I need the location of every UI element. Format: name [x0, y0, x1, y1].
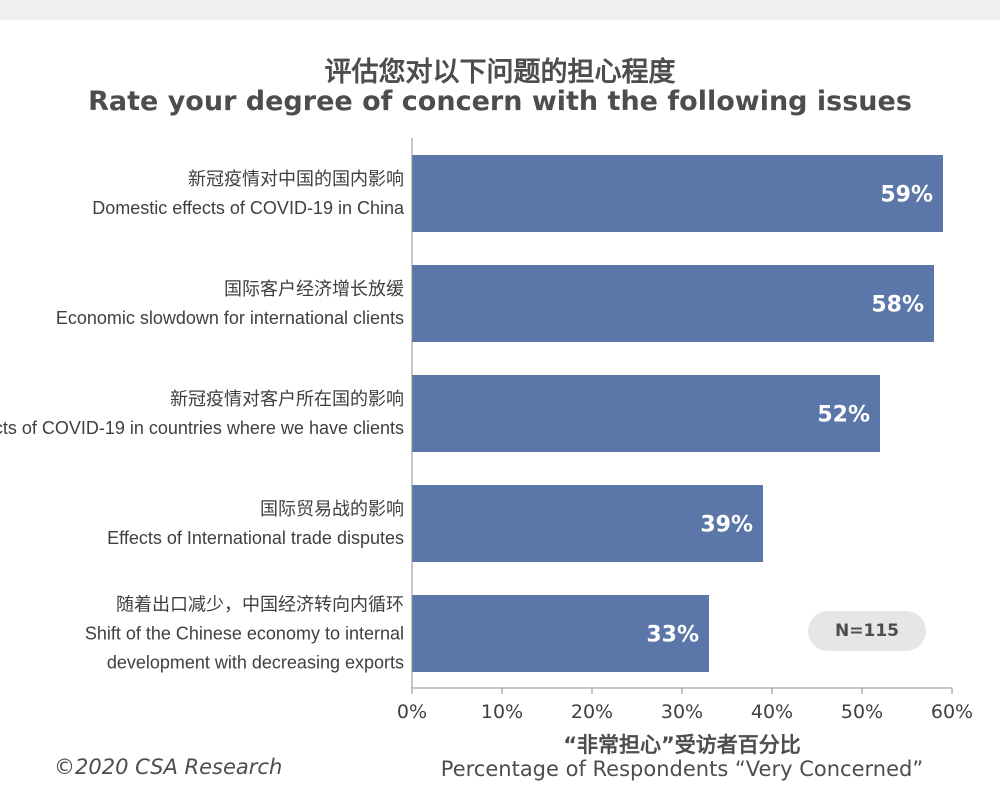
x-tick-label: 20% [571, 701, 613, 723]
bar [412, 485, 763, 562]
x-tick-label: 40% [751, 701, 793, 723]
category-label-chinese: 新冠疫情对客户所在国的影响 [170, 389, 404, 409]
bar [412, 265, 934, 342]
top-band [0, 0, 1000, 20]
category-label-chinese: 国际贸易战的影响 [260, 499, 404, 519]
x-tick-label: 30% [661, 701, 703, 723]
category-label-chinese: 国际客户经济增长放缓 [224, 279, 404, 299]
bar-value-label: 59% [880, 183, 933, 208]
x-axis-label-english: Percentage of Respondents “Very Concerne… [440, 757, 924, 781]
x-tick-label: 50% [841, 701, 883, 723]
sample-size-badge: N=115 [808, 611, 926, 651]
x-tick-label: 10% [481, 701, 523, 723]
x-tick-label: 60% [931, 701, 973, 723]
category-label-english: development with decreasing exports [107, 653, 404, 673]
bar-value-label: 39% [700, 513, 753, 538]
category-label-chinese: 随着出口减少，中国经济转向内循环 [116, 595, 404, 615]
x-axis-label-chinese: “非常担心”受访者百分比 [563, 733, 801, 757]
category-label-english: Domestic effects of COVID-19 in China [92, 198, 405, 218]
bar-value-label: 33% [646, 623, 699, 648]
x-tick-label: 0% [397, 701, 427, 723]
category-label-english: Effects of International trade disputes [107, 528, 404, 548]
copyright-notice: ©2020 CSA Research [54, 755, 283, 779]
category-label-chinese: 新冠疫情对中国的国内影响 [188, 169, 404, 189]
bar [412, 595, 709, 672]
bar-value-label: 58% [871, 293, 924, 318]
bar [412, 375, 880, 452]
bar-value-label: 52% [817, 403, 870, 428]
category-label-english: Economic slowdown for international clie… [56, 308, 404, 328]
bar [412, 155, 943, 232]
chart-title-chinese: 评估您对以下问题的担心程度 [324, 57, 676, 88]
category-label-english: Effects of COVID-19 in countries where w… [0, 418, 404, 438]
category-label-english: Shift of the Chinese economy to internal [85, 624, 404, 644]
chart-title-english: Rate your degree of concern with the fol… [88, 86, 912, 117]
